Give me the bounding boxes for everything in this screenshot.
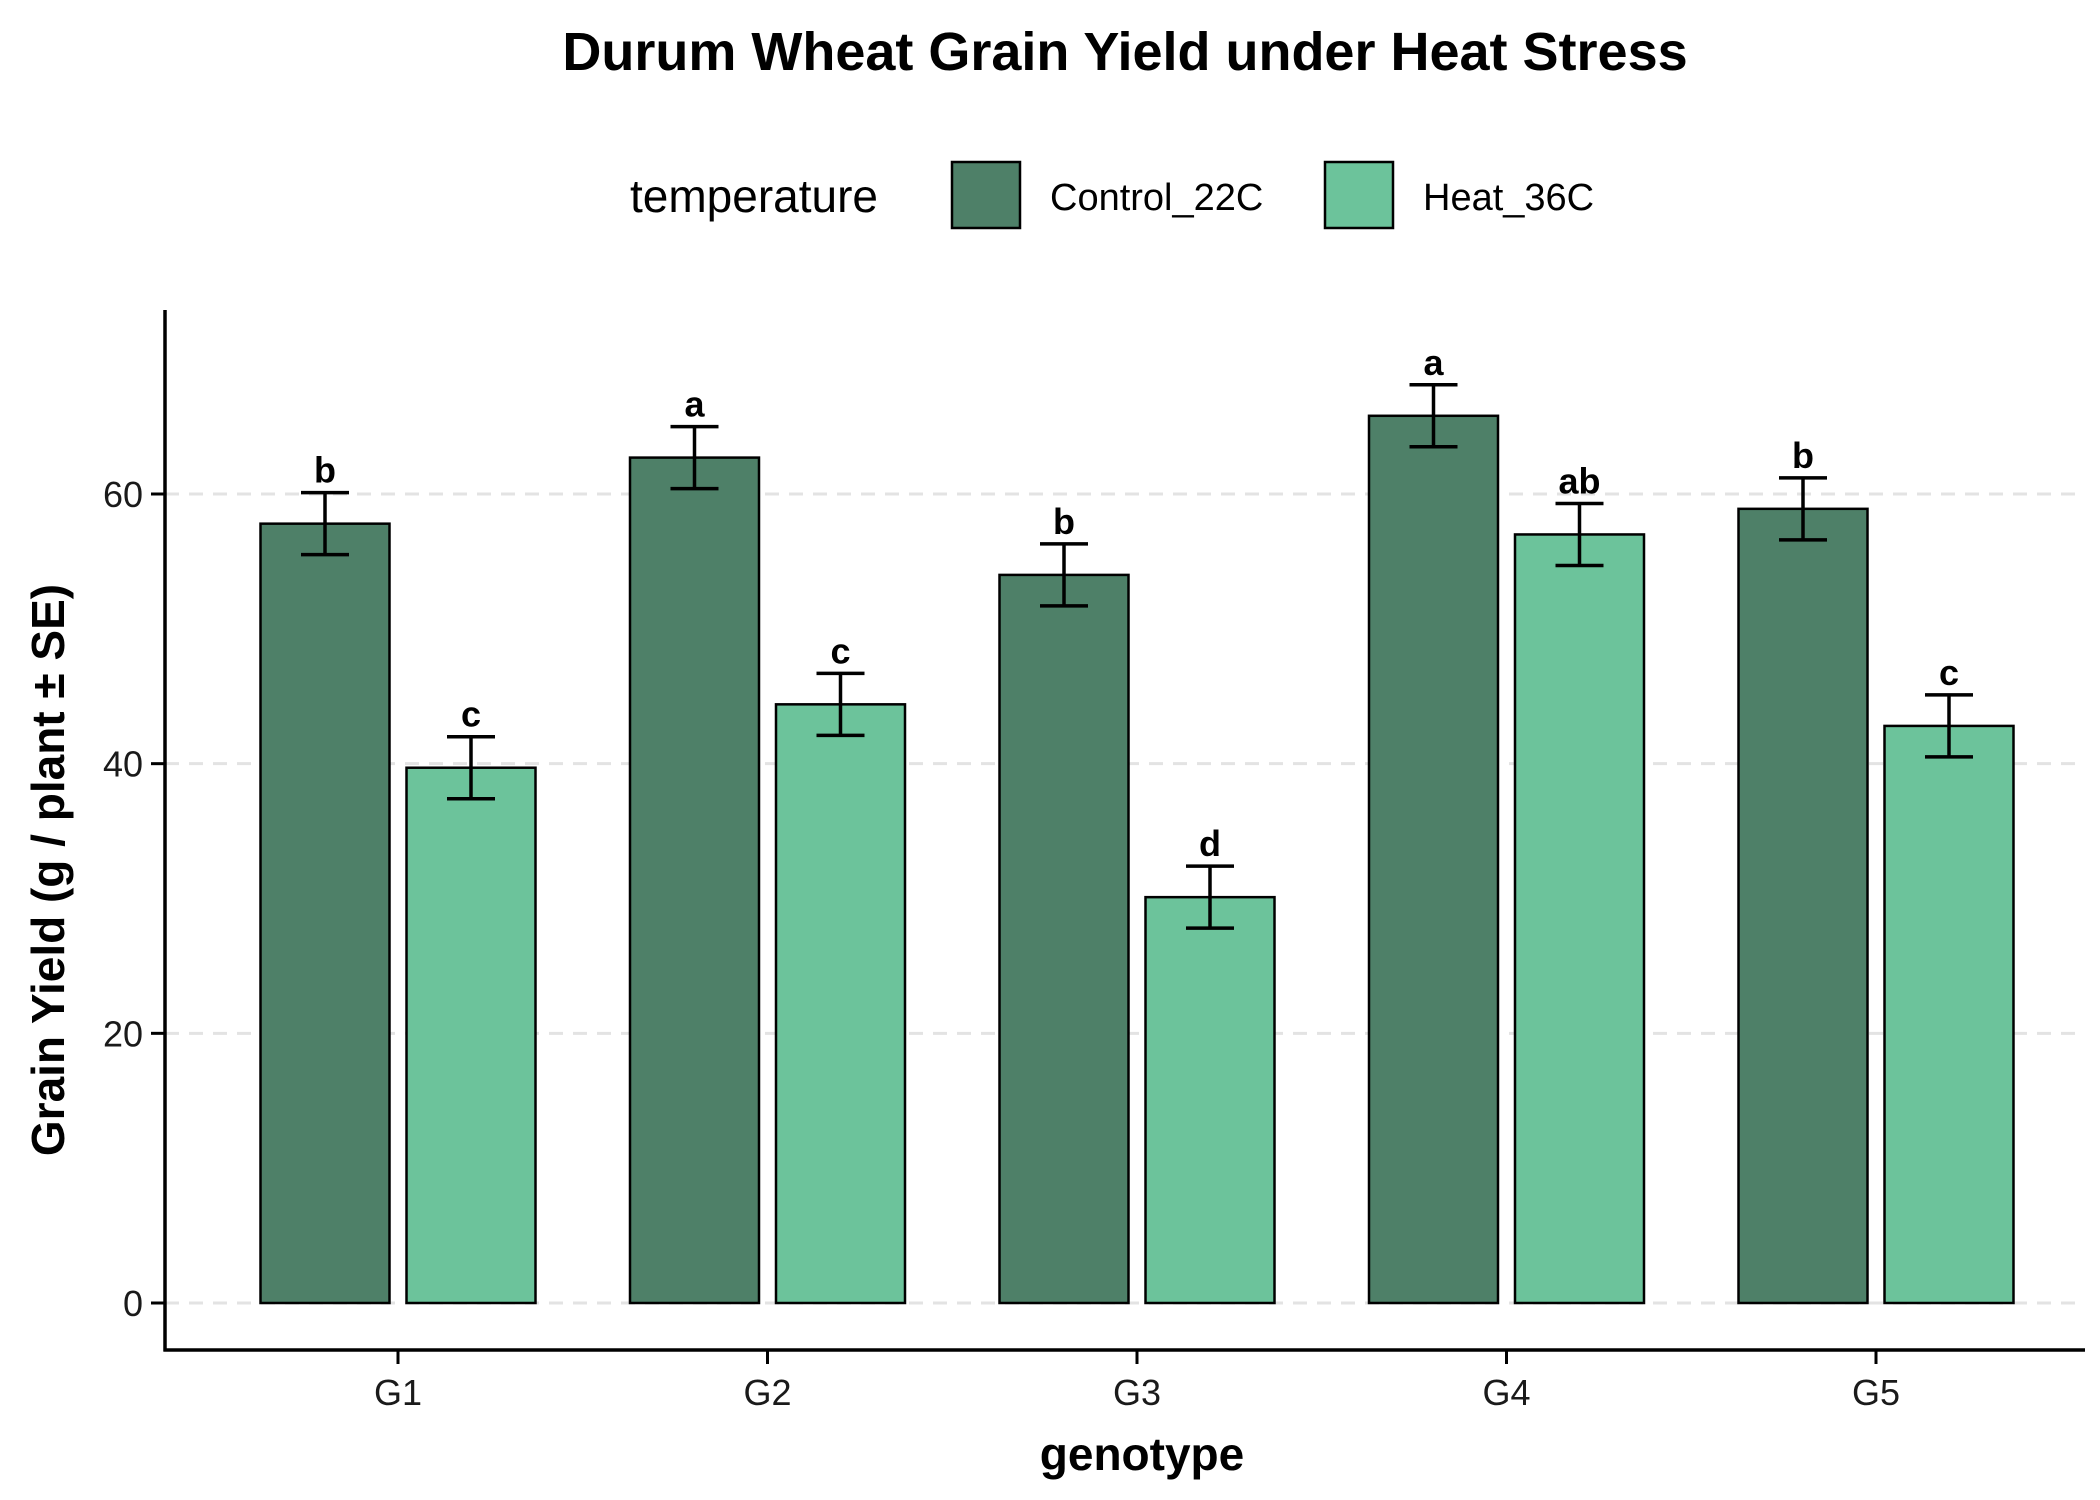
y-tick-label-60: 60 (103, 474, 143, 515)
significance-label-G2-Control_22C: a (684, 384, 705, 425)
significance-label-G3-Control_22C: b (1053, 501, 1075, 542)
bar-G3-Heat_36C (1144, 895, 1276, 1305)
x-tick-label-G2: G2 (743, 1372, 791, 1413)
plot-area: 0 20 40 60 b c G1 a c G2 b d G3 a ab G4 b c G5 (103, 310, 2085, 1413)
legend-label-control: Control_22C (1050, 177, 1263, 219)
bar-G4-Control_22C (1367, 414, 1500, 1305)
legend-label-heat: Heat_36C (1423, 177, 1594, 219)
bar-G5-Heat_36C (1883, 724, 2015, 1305)
x-axis-title: genotype (1040, 1428, 1244, 1480)
legend-title: temperature (630, 170, 878, 222)
significance-label-G4-Heat_36C: ab (1558, 460, 1600, 501)
legend-swatch-heat (1323, 160, 1395, 230)
x-tick-label-G3: G3 (1113, 1372, 1161, 1413)
bar-G3-Control_22C (998, 573, 1130, 1305)
legend: temperature Control_22C Heat_36C (630, 160, 1594, 230)
bar-G4-Heat_36C (1513, 533, 1646, 1305)
x-tick-label-G5: G5 (1852, 1372, 1900, 1413)
bar-G2-Control_22C (628, 456, 761, 1305)
y-axis-title: Grain Yield (g / plant ± SE) (22, 584, 74, 1156)
significance-label-G2-Heat_36C: c (830, 630, 850, 671)
bar-G2-Heat_36C (774, 703, 907, 1305)
x-tick-label-G1: G1 (374, 1372, 422, 1413)
bar-G5-Control_22C (1737, 507, 1869, 1305)
significance-label-G3-Heat_36C: d (1199, 823, 1221, 864)
bar-G1-Control_22C (259, 522, 391, 1305)
significance-label-G5-Control_22C: b (1792, 435, 1814, 476)
significance-label-G1-Heat_36C: c (461, 694, 481, 735)
significance-label-G1-Control_22C: b (314, 450, 336, 491)
legend-swatch-control (950, 160, 1022, 230)
significance-label-G4-Control_22C: a (1423, 342, 1444, 383)
significance-label-G5-Heat_36C: c (1939, 652, 1959, 693)
bar-G1-Heat_36C (405, 766, 537, 1305)
y-tick-label-40: 40 (103, 744, 143, 785)
y-tick-label-0: 0 (123, 1283, 143, 1324)
y-tick-label-20: 20 (103, 1013, 143, 1054)
x-tick-label-G4: G4 (1482, 1372, 1530, 1413)
chart-title: Durum Wheat Grain Yield under Heat Stres… (562, 22, 1687, 82)
